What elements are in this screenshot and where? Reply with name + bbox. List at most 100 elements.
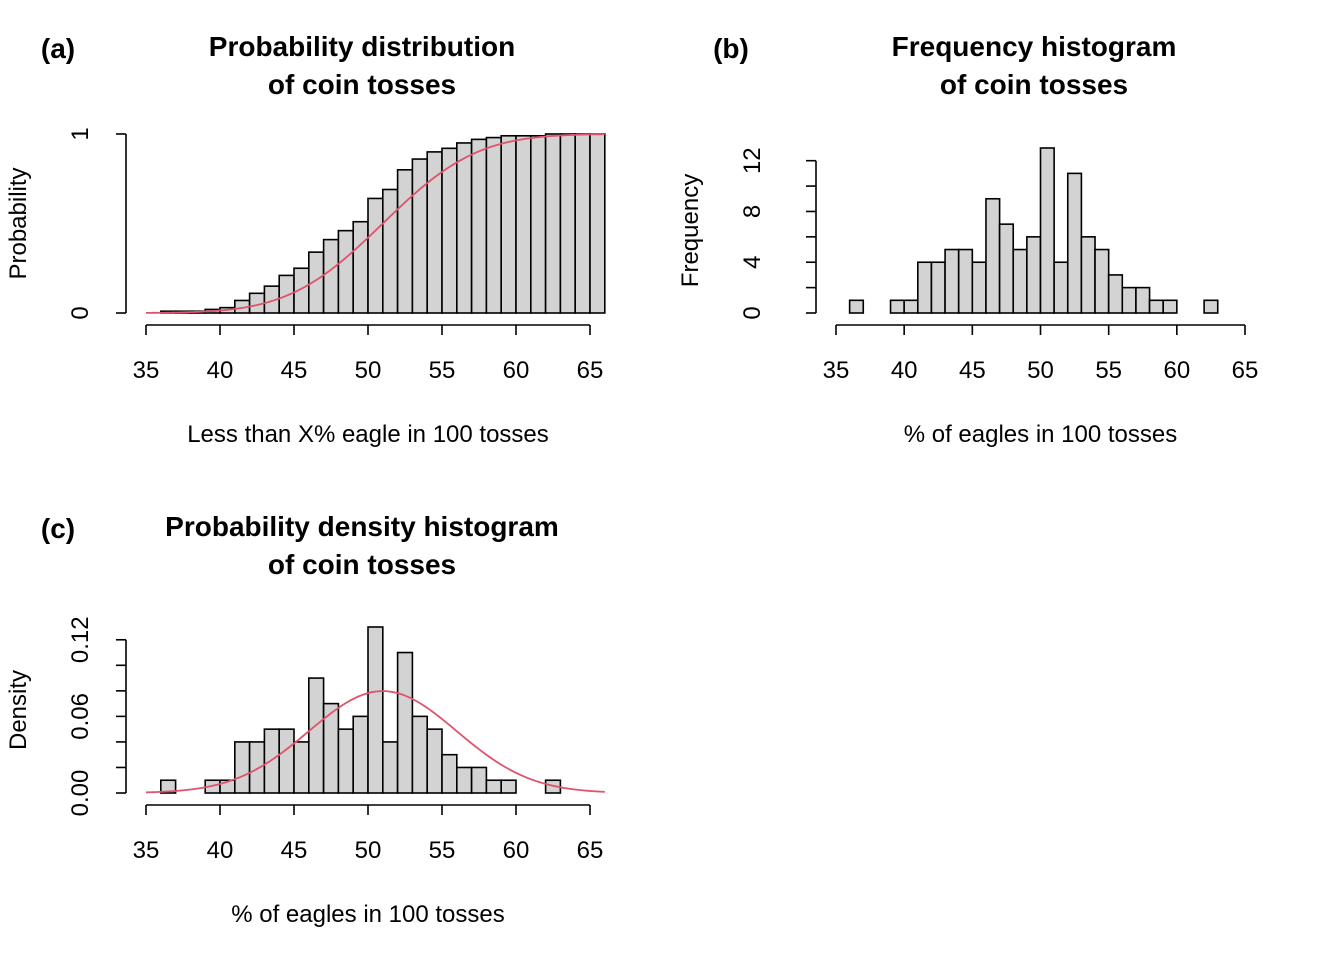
panel-c: (c) Probability density histogram of coin …	[5, 511, 605, 928]
histogram-bar	[322, 238, 340, 314]
histogram-bar	[1012, 248, 1028, 314]
histogram-bar	[544, 133, 562, 314]
histogram-bar	[381, 741, 399, 794]
y-tick-label: 4	[739, 256, 766, 269]
histogram-bar	[396, 651, 414, 794]
x-axis-label: % of eagles in 100 tosses	[231, 901, 505, 928]
histogram-bar	[441, 753, 458, 794]
x-tick-label: 55	[429, 357, 456, 384]
panel-a: (a) Probability distribution of coin tosse…	[5, 31, 606, 448]
histogram-bar	[248, 741, 266, 794]
histogram-bar	[848, 299, 865, 314]
y-axis-label: Density	[5, 670, 32, 750]
histogram-bar	[367, 626, 384, 794]
x-tick-label: 55	[429, 837, 456, 864]
x-tick-label: 65	[577, 837, 604, 864]
histogram-bar	[352, 715, 369, 794]
histogram-bar	[559, 133, 577, 314]
x-tick-label: 35	[133, 357, 160, 384]
chart-title-line: Probability distribution	[209, 31, 515, 62]
histogram-bar	[293, 741, 310, 794]
x-tick-label: 45	[281, 357, 308, 384]
histogram-bar	[1135, 286, 1151, 314]
histogram-bar	[455, 142, 473, 314]
histogram-bar	[485, 779, 502, 794]
histogram-bar	[396, 169, 414, 314]
histogram-bar	[352, 220, 369, 314]
histogram-bar	[529, 134, 547, 314]
x-tick-label: 35	[823, 357, 850, 384]
histogram-bar	[985, 197, 1001, 314]
histogram-bar	[1162, 299, 1178, 314]
y-tick-label: 0	[67, 306, 94, 319]
histogram-bar	[381, 188, 399, 314]
histogram-bar	[930, 261, 946, 314]
x-tick-label: 60	[503, 357, 530, 384]
histogram-bar	[426, 151, 443, 314]
x-axis-label: Less than X% eagle in 100 tosses	[187, 421, 549, 448]
x-tick-label: 60	[503, 837, 530, 864]
histogram-bar	[1148, 299, 1164, 314]
x-tick-label: 35	[133, 837, 160, 864]
histogram-bar	[500, 134, 517, 314]
x-tick-label: 50	[1027, 357, 1054, 384]
y-tick-label: 1	[67, 127, 94, 140]
histogram-bar	[1107, 274, 1124, 314]
panel-b: (b) Frequency histogram of coin tosses 35 4 0…	[677, 31, 1258, 448]
histogram-bar	[470, 138, 488, 314]
fitted-curve	[145, 690, 605, 794]
histogram-bar	[515, 134, 532, 314]
histogram-bar	[1080, 236, 1096, 314]
histogram-bar	[263, 728, 280, 794]
chart-title-line: Frequency histogram	[892, 31, 1177, 62]
histogram-bar	[1094, 248, 1110, 314]
histogram-bar	[1066, 172, 1083, 314]
histogram-bar	[1121, 286, 1137, 314]
fitted-curve	[145, 133, 605, 314]
histogram-bar	[411, 158, 428, 314]
x-tick-label: 40	[207, 357, 234, 384]
histogram-bar	[455, 766, 473, 794]
histogram-bar	[307, 677, 325, 794]
histogram-bar	[916, 261, 933, 314]
histogram-bar	[470, 766, 488, 794]
x-tick-label: 45	[959, 357, 986, 384]
panel-label: (b)	[713, 33, 749, 64]
histogram-bar	[367, 197, 384, 314]
chart-title-line: Probability density histogram	[165, 511, 559, 542]
y-tick-label: 0	[739, 306, 766, 319]
y-tick-label: 0.00	[67, 770, 94, 817]
histogram-bar	[500, 779, 517, 794]
histogram-bar	[234, 741, 251, 794]
y-tick-label: 8	[739, 205, 766, 218]
histogram-bar	[411, 715, 428, 794]
histogram-bar	[903, 299, 919, 314]
histogram-bar	[1026, 236, 1042, 314]
chart-title-line: of coin tosses	[940, 69, 1128, 100]
histogram-bar	[1203, 299, 1219, 314]
chart-title-line: of coin tosses	[268, 549, 456, 580]
y-axis-label: Probability	[5, 167, 32, 279]
x-axis-label: % of eagles in 100 tosses	[904, 421, 1178, 448]
panel-label: (a)	[41, 33, 75, 64]
x-tick-label: 50	[355, 837, 382, 864]
panel-label: (c)	[41, 513, 75, 544]
x-tick-label: 45	[281, 837, 308, 864]
x-tick-label: 65	[577, 357, 604, 384]
chart-title-line: of coin tosses	[268, 69, 456, 100]
x-tick-label: 65	[1232, 357, 1259, 384]
histogram-bar	[160, 779, 177, 794]
x-tick-label: 55	[1095, 357, 1122, 384]
histogram-bar	[957, 248, 974, 314]
x-tick-label: 50	[355, 357, 382, 384]
y-tick-label: 12	[739, 147, 766, 174]
histogram-bar	[1053, 261, 1069, 314]
histogram-bar	[337, 229, 354, 314]
histogram-bar	[278, 728, 295, 794]
y-tick-label: 0.12	[67, 616, 94, 663]
y-axis-label: Frequency	[677, 174, 704, 287]
histogram-bar	[998, 223, 1015, 314]
y-tick-label: 0.06	[67, 693, 94, 740]
x-tick-label: 60	[1163, 357, 1190, 384]
